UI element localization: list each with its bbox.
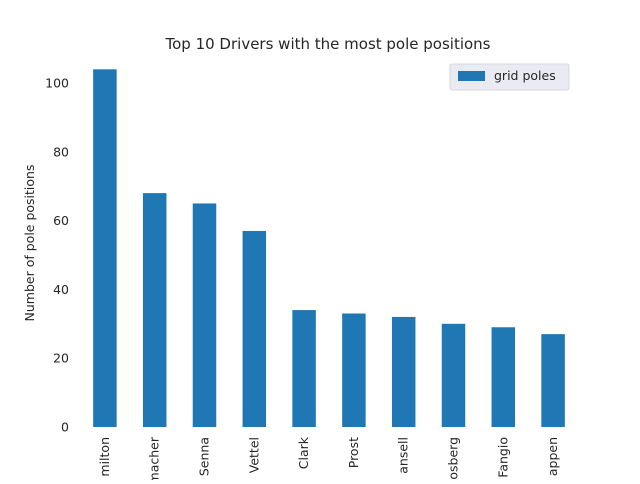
bars-group <box>93 69 565 427</box>
bar-vettel <box>242 230 267 427</box>
x-tick-label: Fangio <box>495 437 510 478</box>
x-tick-label: osberg <box>446 437 461 480</box>
x-tick-label: Clark <box>296 436 311 469</box>
y-tick-label: 0 <box>61 420 69 435</box>
bar-milton <box>93 69 117 427</box>
legend: grid poles <box>449 63 570 91</box>
bar-ansell <box>391 316 416 427</box>
bar-fangio <box>491 327 516 427</box>
x-tick-label: Prost <box>346 437 361 468</box>
y-tick-label: 100 <box>45 76 69 91</box>
y-axis-label: Number of pole positions <box>22 165 37 322</box>
y-tick-label: 60 <box>53 213 69 228</box>
legend-box <box>449 63 570 91</box>
legend-swatch <box>458 71 485 81</box>
bar-senna <box>192 203 217 427</box>
legend-label: grid poles <box>494 68 556 83</box>
x-tick-label: appen <box>545 437 560 476</box>
x-tick-label: ansell <box>396 437 411 474</box>
bar-osberg <box>441 323 466 427</box>
y-tick-label: 40 <box>53 282 69 297</box>
x-tick-label: Vettel <box>246 437 261 473</box>
bar-clark <box>292 310 316 427</box>
x-tick-label: milton <box>97 437 112 477</box>
bar-appen <box>541 334 565 427</box>
x-tick-label: macher <box>147 436 162 480</box>
y-tick-label: 80 <box>53 144 69 159</box>
bar-macher <box>142 193 167 427</box>
bar-prost <box>342 313 366 427</box>
chart-title: Top 10 Drivers with the most pole positi… <box>165 35 491 53</box>
y-ticks-group: 0 20 40 60 80 100 <box>45 76 69 435</box>
y-tick-label: 20 <box>53 351 69 366</box>
x-ticks-group: milton macher Senna Vettel Clark Prost ansell o… <box>97 436 560 484</box>
x-tick-label: Senna <box>197 437 212 476</box>
